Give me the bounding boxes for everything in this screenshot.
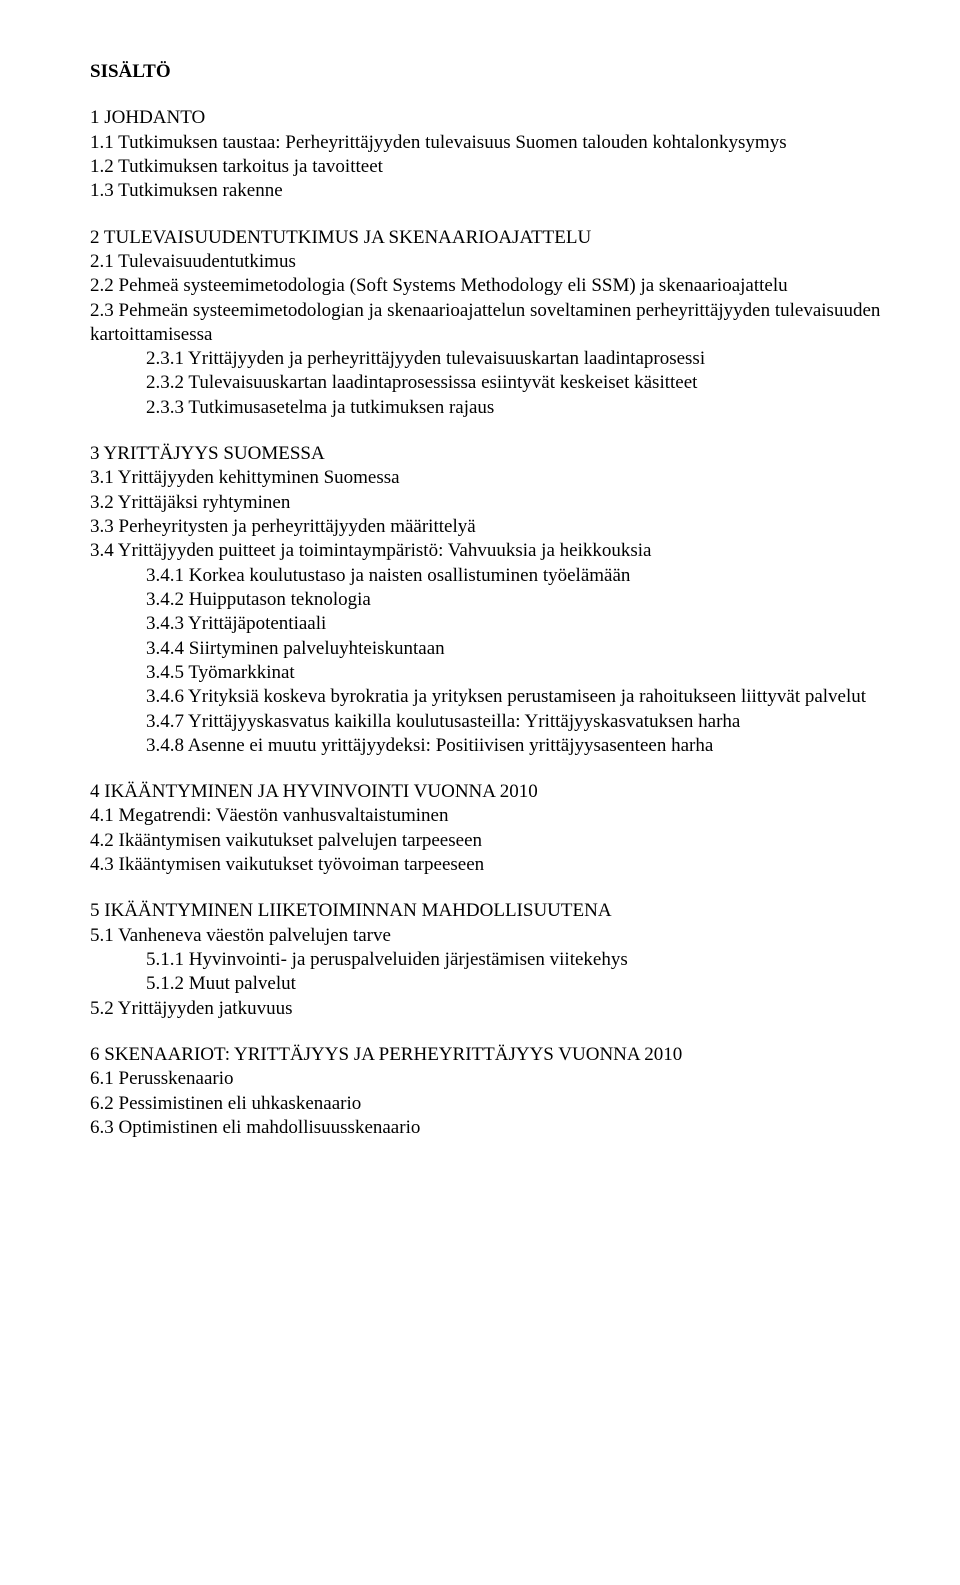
toc-row: 2.3 Pehmeän systeemimetodologian ja sken…	[90, 299, 960, 348]
toc-section: 3 YRITTÄJYYS SUOMESSA173.1 Yrittäjyyden …	[90, 442, 960, 758]
toc-row: 3 YRITTÄJYYS SUOMESSA17	[90, 442, 960, 466]
toc-entry-label: 3.1 Yrittäjyyden kehittyminen Suomessa	[90, 466, 960, 490]
toc-row: 3.4.2 Huipputason teknologia30	[90, 588, 960, 612]
toc-entry-label: 3.4.1 Korkea koulutustaso ja naisten osa…	[90, 564, 960, 588]
toc-row: 3.2 Yrittäjäksi ryhtyminen18	[90, 491, 960, 515]
toc-row: 2.1 Tulevaisuudentutkimus5	[90, 250, 960, 274]
toc-row: 6.1 Perusskenaario71	[90, 1067, 960, 1091]
toc-row: 3.4 Yrittäjyyden puitteet ja toimintaymp…	[90, 539, 960, 563]
toc-entry-label: 6.3 Optimistinen eli mahdollisuusskenaar…	[90, 1116, 960, 1140]
toc-section: 1 JOHDANTO21.1 Tutkimuksen taustaa: Perh…	[90, 106, 960, 203]
toc-entry-label: 2.3 Pehmeän systeemimetodologian ja sken…	[90, 299, 960, 348]
toc-row: 4.3 Ikääntymisen vaikutukset työvoiman t…	[90, 853, 960, 877]
toc-entry-label: 5.2 Yrittäjyyden jatkuvuus	[90, 997, 960, 1021]
toc-entry-label: 2 TULEVAISUUDENTUTKIMUS JA SKENAARIOAJAT…	[90, 226, 960, 250]
toc-section: 6 SKENAARIOT: YRITTÄJYYS JA PERHEYRITTÄJ…	[90, 1043, 960, 1140]
toc-header: SISÄLTÖ sivu	[90, 60, 960, 84]
toc-entry-label: 4.3 Ikääntymisen vaikutukset työvoiman t…	[90, 853, 960, 877]
toc-entry-label: 3.2 Yrittäjäksi ryhtyminen	[90, 491, 960, 515]
toc-row: 4 IKÄÄNTYMINEN JA HYVINVOINTI VUONNA 201…	[90, 780, 960, 804]
toc-row: 2.3.3 Tutkimusasetelma ja tutkimuksen ra…	[90, 396, 960, 420]
toc-row: 3.4.3 Yrittäjäpotentiaali30	[90, 612, 960, 636]
toc-row: 2.3.2 Tulevaisuuskartan laadintaprosessi…	[90, 371, 960, 395]
toc-entry-label: 3.4.5 Työmarkkinat	[90, 661, 960, 685]
toc-entry-label: 3.4.4 Siirtyminen palveluyhteiskuntaan	[90, 637, 960, 661]
toc-entry-label: 3.4.2 Huipputason teknologia	[90, 588, 960, 612]
toc-row: 5.1.1 Hyvinvointi- ja peruspalveluiden j…	[90, 948, 960, 972]
toc-section: 2 TULEVAISUUDENTUTKIMUS JA SKENAARIOAJAT…	[90, 226, 960, 421]
toc-entry-label: 3.4.3 Yrittäjäpotentiaali	[90, 612, 960, 636]
toc-row: 3.3 Perheyritysten ja perheyrittäjyyden …	[90, 515, 960, 539]
toc-entry-label: 3.4.6 Yrityksiä koskeva byrokratia ja yr…	[90, 685, 960, 709]
toc-row: 1 JOHDANTO2	[90, 106, 960, 130]
toc-row: 5.1.2 Muut palvelut65	[90, 972, 960, 996]
toc-row: 1.2 Tutkimuksen tarkoitus ja tavoitteet3	[90, 155, 960, 179]
toc-entry-label: 4.1 Megatrendi: Väestön vanhusvaltaistum…	[90, 804, 960, 828]
toc-row: 2.3.1 Yrittäjyyden ja perheyrittäjyyden …	[90, 347, 960, 371]
toc-entry-label: 3 YRITTÄJYYS SUOMESSA	[90, 442, 960, 466]
toc-row: 5.1 Vanheneva väestön palvelujen tarve58	[90, 924, 960, 948]
toc-entry-label: 5.1 Vanheneva väestön palvelujen tarve	[90, 924, 960, 948]
toc-row: 3.1 Yrittäjyyden kehittyminen Suomessa17	[90, 466, 960, 490]
toc-entry-label: 4.2 Ikääntymisen vaikutukset palvelujen …	[90, 829, 960, 853]
toc-entry-label: 3.4.8 Asenne ei muutu yrittäjyydeksi: Po…	[90, 734, 960, 758]
toc-entry-label: 2.3.3 Tutkimusasetelma ja tutkimuksen ra…	[90, 396, 960, 420]
toc-entry-label: 1 JOHDANTO	[90, 106, 960, 130]
toc-entry-label: 1.2 Tutkimuksen tarkoitus ja tavoitteet	[90, 155, 960, 179]
toc-row: 1.1 Tutkimuksen taustaa: Perheyrittäjyyd…	[90, 131, 960, 155]
toc-entry-label: 1.3 Tutkimuksen rakenne	[90, 179, 960, 203]
toc-entry-label: 3.4 Yrittäjyyden puitteet ja toimintaymp…	[90, 539, 960, 563]
toc-row: 1.3 Tutkimuksen rakenne4	[90, 179, 960, 203]
toc-row: 3.4.6 Yrityksiä koskeva byrokratia ja yr…	[90, 685, 960, 709]
toc-entry-label: 2.1 Tulevaisuudentutkimus	[90, 250, 960, 274]
toc-row: 3.4.1 Korkea koulutustaso ja naisten osa…	[90, 564, 960, 588]
toc-header-left: SISÄLTÖ	[90, 60, 171, 84]
toc-row: 5.2 Yrittäjyyden jatkuvuus67	[90, 997, 960, 1021]
toc-entry-label: 5.1.1 Hyvinvointi- ja peruspalveluiden j…	[90, 948, 960, 972]
toc-row: 4.2 Ikääntymisen vaikutukset palvelujen …	[90, 829, 960, 853]
toc-row: 2.2 Pehmeä systeemimetodologia (Soft Sys…	[90, 274, 960, 298]
toc-row: 2 TULEVAISUUDENTUTKIMUS JA SKENAARIOAJAT…	[90, 226, 960, 250]
toc-entry-label: 5.1.2 Muut palvelut	[90, 972, 960, 996]
toc-entry-label: 6.2 Pessimistinen eli uhkaskenaario	[90, 1092, 960, 1116]
toc-entry-label: 6.1 Perusskenaario	[90, 1067, 960, 1091]
toc-entry-label: 3.4.7 Yrittäjyyskasvatus kaikilla koulut…	[90, 710, 960, 734]
toc-entry-label: 2.2 Pehmeä systeemimetodologia (Soft Sys…	[90, 274, 960, 298]
toc-entry-label: 1.1 Tutkimuksen taustaa: Perheyrittäjyyd…	[90, 131, 960, 155]
toc-row: 3.4.8 Asenne ei muutu yrittäjyydeksi: Po…	[90, 734, 960, 758]
toc-entry-label: 2.3.1 Yrittäjyyden ja perheyrittäjyyden …	[90, 347, 960, 371]
toc-section: 4 IKÄÄNTYMINEN JA HYVINVOINTI VUONNA 201…	[90, 780, 960, 877]
toc-entry-label: 6 SKENAARIOT: YRITTÄJYYS JA PERHEYRITTÄJ…	[90, 1043, 960, 1067]
toc-entry-label: 5 IKÄÄNTYMINEN LIIKETOIMINNAN MAHDOLLISU…	[90, 899, 960, 923]
toc-row: 3.4.4 Siirtyminen palveluyhteiskuntaan33	[90, 637, 960, 661]
toc-section: 5 IKÄÄNTYMINEN LIIKETOIMINNAN MAHDOLLISU…	[90, 899, 960, 1021]
toc-entry-label: 3.3 Perheyritysten ja perheyrittäjyyden …	[90, 515, 960, 539]
toc-body: 1 JOHDANTO21.1 Tutkimuksen taustaa: Perh…	[90, 106, 960, 1140]
toc-row: 5 IKÄÄNTYMINEN LIIKETOIMINNAN MAHDOLLISU…	[90, 899, 960, 923]
toc-entry-label: 2.3.2 Tulevaisuuskartan laadintaprosessi…	[90, 371, 960, 395]
toc-entry-label: 4 IKÄÄNTYMINEN JA HYVINVOINTI VUONNA 201…	[90, 780, 960, 804]
toc-row: 6.3 Optimistinen eli mahdollisuusskenaar…	[90, 1116, 960, 1140]
toc-row: 3.4.7 Yrittäjyyskasvatus kaikilla koulut…	[90, 710, 960, 734]
toc-row: 4.1 Megatrendi: Väestön vanhusvaltaistum…	[90, 804, 960, 828]
toc-row: 6.2 Pessimistinen eli uhkaskenaario73	[90, 1092, 960, 1116]
toc-row: 6 SKENAARIOT: YRITTÄJYYS JA PERHEYRITTÄJ…	[90, 1043, 960, 1067]
toc-row: 3.4.5 Työmarkkinat34	[90, 661, 960, 685]
